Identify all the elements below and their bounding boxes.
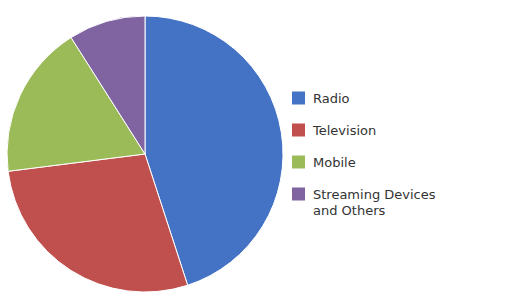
legend-swatch — [292, 156, 305, 169]
legend-label-line: Radio — [313, 91, 350, 106]
legend-label-line: and Others — [313, 203, 386, 218]
legend-item: Television — [292, 123, 376, 138]
legend-item: Mobile — [292, 155, 356, 170]
legend-label: Mobile — [313, 155, 356, 170]
legend-label: Radio — [313, 91, 350, 106]
pie — [7, 16, 283, 292]
legend-label: Television — [312, 123, 376, 138]
legend-label-line: Mobile — [313, 155, 356, 170]
legend-swatch — [292, 92, 305, 105]
legend-swatch — [292, 124, 305, 137]
legend-item: Streaming Devicesand Others — [292, 187, 436, 218]
legend-item: Radio — [292, 91, 350, 106]
legend-label: Streaming Devicesand Others — [313, 187, 436, 218]
legend-swatch — [292, 188, 305, 201]
chart: Radio Television Mobile Streaming Devicesan… — [0, 0, 508, 308]
pie-slice — [8, 154, 188, 292]
legend-label-line: Streaming Devices — [313, 187, 436, 202]
legend-label-line: Television — [312, 123, 376, 138]
pie-slice — [71, 16, 145, 154]
legend: Radio Television Mobile Streaming Devicesan… — [292, 91, 436, 218]
